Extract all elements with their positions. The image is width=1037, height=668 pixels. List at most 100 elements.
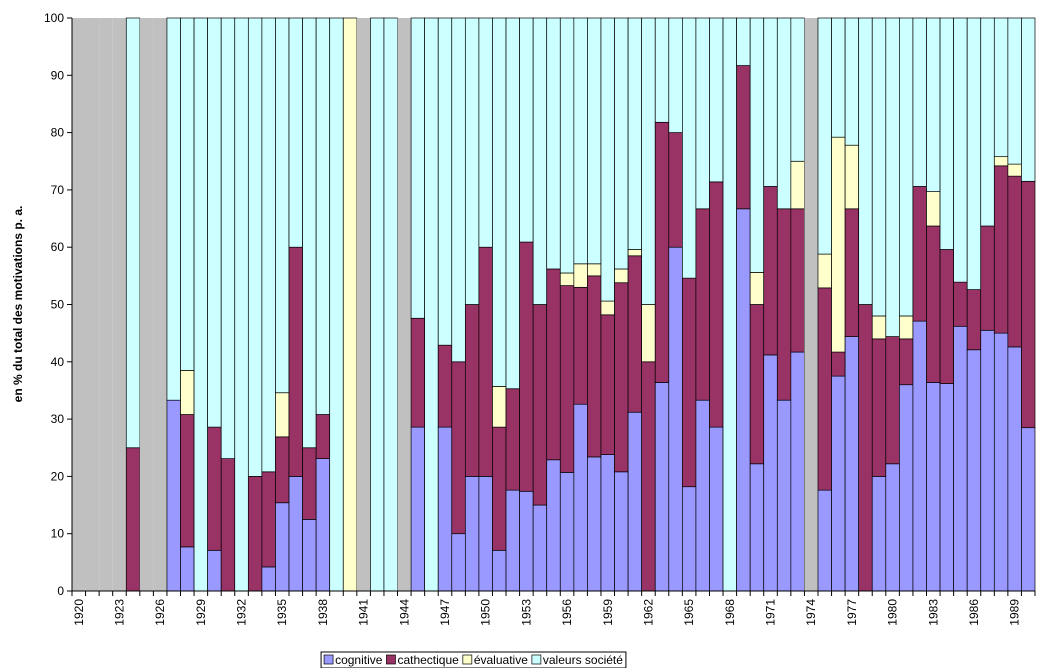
bar-segment	[926, 191, 941, 227]
x-tick-label: 1986	[967, 599, 981, 626]
bar-segment	[519, 241, 534, 492]
bar-segment	[831, 351, 846, 377]
bar-segment	[451, 17, 466, 363]
bar-segment	[899, 315, 914, 340]
bar-segment	[587, 263, 602, 277]
y-tick-label: 0	[57, 584, 64, 598]
bar-segment	[573, 403, 588, 592]
bar-segment	[492, 549, 507, 592]
legend-swatch	[323, 654, 334, 665]
bar-segment	[871, 315, 887, 340]
x-tick-label: 1956	[560, 599, 574, 626]
bar-segment	[939, 249, 954, 384]
no-data-band	[112, 18, 127, 591]
bar-segment	[207, 426, 222, 551]
bar-segment	[817, 17, 832, 255]
bar-segment	[871, 17, 887, 317]
bar-segment	[437, 17, 453, 346]
no-data-band	[397, 18, 412, 591]
x-tick-label: 1938	[316, 599, 330, 626]
bar-segment	[207, 549, 222, 592]
bar-segment	[912, 320, 927, 592]
x-tick-label: 1983	[926, 599, 940, 626]
bar-segment	[573, 263, 588, 288]
legend-swatch	[386, 654, 396, 665]
legend-label: valeurs société	[543, 653, 623, 667]
bar-segment	[505, 388, 520, 491]
bar-segment	[682, 277, 697, 488]
no-data-band	[356, 18, 371, 591]
bar-segment	[654, 121, 670, 383]
y-tick-label: 20	[51, 469, 65, 483]
bar-segment	[519, 17, 534, 243]
bar-segment	[329, 17, 344, 592]
x-tick-label: 1974	[804, 599, 818, 626]
bar-segment	[383, 17, 398, 592]
bar-segment	[288, 17, 303, 248]
y-tick-label: 90	[51, 68, 65, 82]
bar-segment	[980, 225, 995, 331]
bar-segment	[736, 17, 751, 66]
bar-segment	[654, 382, 670, 592]
bar-segment	[1021, 17, 1036, 182]
bar-segment	[275, 502, 290, 592]
bar-segment	[899, 384, 914, 592]
bar-segment	[437, 344, 453, 428]
bar-segment	[614, 17, 629, 270]
bar-segment	[776, 17, 792, 210]
bar-segment	[600, 17, 615, 302]
y-axis-label: en % du total des motivations p. a.	[11, 206, 25, 403]
bar-segment	[831, 375, 846, 592]
bar-segment	[587, 275, 602, 458]
bar-segment	[709, 426, 724, 592]
bar-segment	[790, 351, 805, 592]
bar-segment	[247, 476, 263, 592]
bar-segment	[641, 17, 656, 305]
bar-segment	[831, 136, 846, 353]
bar-segment	[370, 17, 385, 592]
bar-segment	[559, 17, 575, 274]
x-tick-label: 1959	[601, 599, 615, 626]
legend-label: cathectique	[397, 653, 459, 667]
x-tick-label: 1932	[235, 599, 249, 626]
y-tick-label: 60	[51, 240, 65, 254]
legend-swatch	[462, 654, 473, 665]
bar-segment	[288, 476, 303, 592]
bar-segment	[180, 17, 195, 371]
bar-segment	[817, 489, 832, 592]
bar-segment	[478, 17, 493, 248]
x-tick-label: 1920	[72, 599, 86, 626]
bar-segment	[437, 426, 453, 592]
x-tick-label: 1962	[641, 599, 655, 626]
bar-segment	[790, 208, 805, 353]
bar-segment	[478, 246, 493, 477]
bar-segment	[275, 392, 290, 438]
no-data-band	[72, 18, 86, 591]
bar-segment	[1007, 17, 1022, 165]
bar-segment	[831, 17, 846, 138]
bar-segment	[871, 338, 887, 477]
bar-segment	[180, 414, 195, 548]
legend-frame	[320, 651, 627, 668]
bar-segment	[315, 458, 331, 592]
bar-segment	[709, 17, 724, 183]
y-tick-label: 40	[51, 355, 65, 369]
bar-segment	[1007, 346, 1022, 592]
bar-segment	[302, 519, 317, 592]
bar-segment	[790, 17, 805, 162]
bar-segment	[993, 332, 1009, 592]
bar-segment	[614, 282, 629, 473]
bar-segment	[966, 17, 982, 290]
bar-segment	[546, 268, 561, 461]
bar-segment	[532, 304, 548, 506]
bar-segment	[464, 476, 480, 592]
bar-segment	[559, 472, 575, 592]
bar-segment	[315, 414, 331, 459]
bar-segment	[993, 165, 1009, 334]
bar-segment	[993, 156, 1009, 167]
bar-segment	[627, 249, 643, 257]
x-tick-label: 1977	[845, 599, 859, 626]
bar-segment	[342, 17, 358, 592]
bar-segment	[627, 255, 643, 413]
bar-segment	[980, 17, 995, 227]
